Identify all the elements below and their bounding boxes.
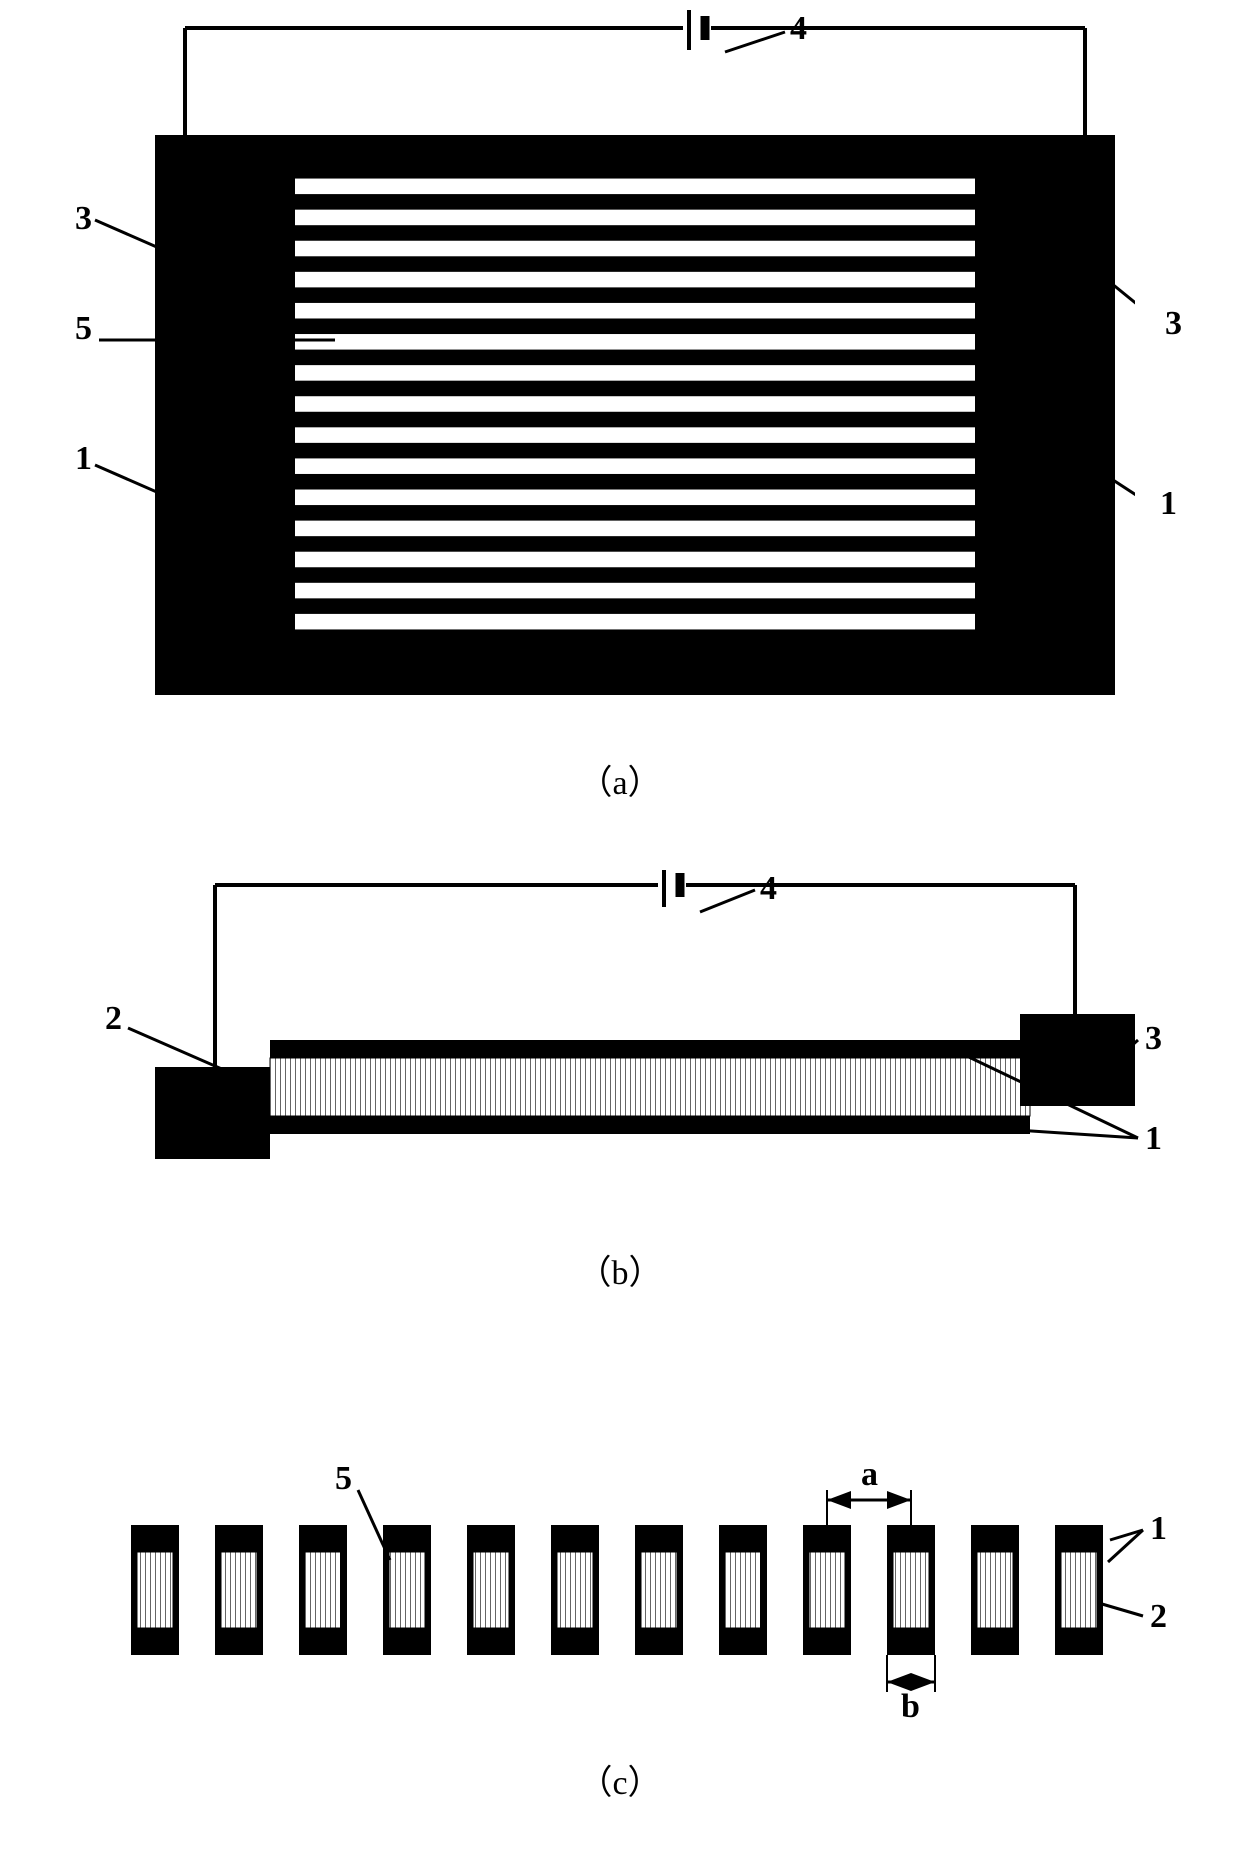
caption-c: （c） — [0, 1755, 1240, 1804]
label-l5: 5 — [75, 310, 92, 348]
caption-b: （b） — [0, 1245, 1240, 1294]
label-b-1: 1 — [1145, 1120, 1162, 1158]
label-c-5: 5 — [335, 1460, 352, 1498]
label-c-1: 1 — [1150, 1510, 1167, 1548]
label-b-4: 4 — [760, 870, 777, 908]
panel-a: 351314 — [75, 10, 1135, 730]
label-r1: 1 — [1160, 485, 1177, 523]
label-b-3: 3 — [1145, 1020, 1162, 1058]
caption-a: （a） — [0, 755, 1240, 804]
label-r3: 3 — [1165, 305, 1182, 343]
dim-a: a — [861, 1456, 878, 1494]
panel-b: 4 2 3 1 — [60, 870, 1180, 1240]
label-l3: 3 — [75, 200, 92, 238]
panel-c: ab512 — [60, 1390, 1180, 1720]
label-l1: 1 — [75, 440, 92, 478]
label-l4: 4 — [790, 10, 807, 48]
label-b-2: 2 — [105, 1000, 122, 1038]
dim-b: b — [901, 1688, 920, 1726]
label-c-2: 2 — [1150, 1598, 1167, 1636]
